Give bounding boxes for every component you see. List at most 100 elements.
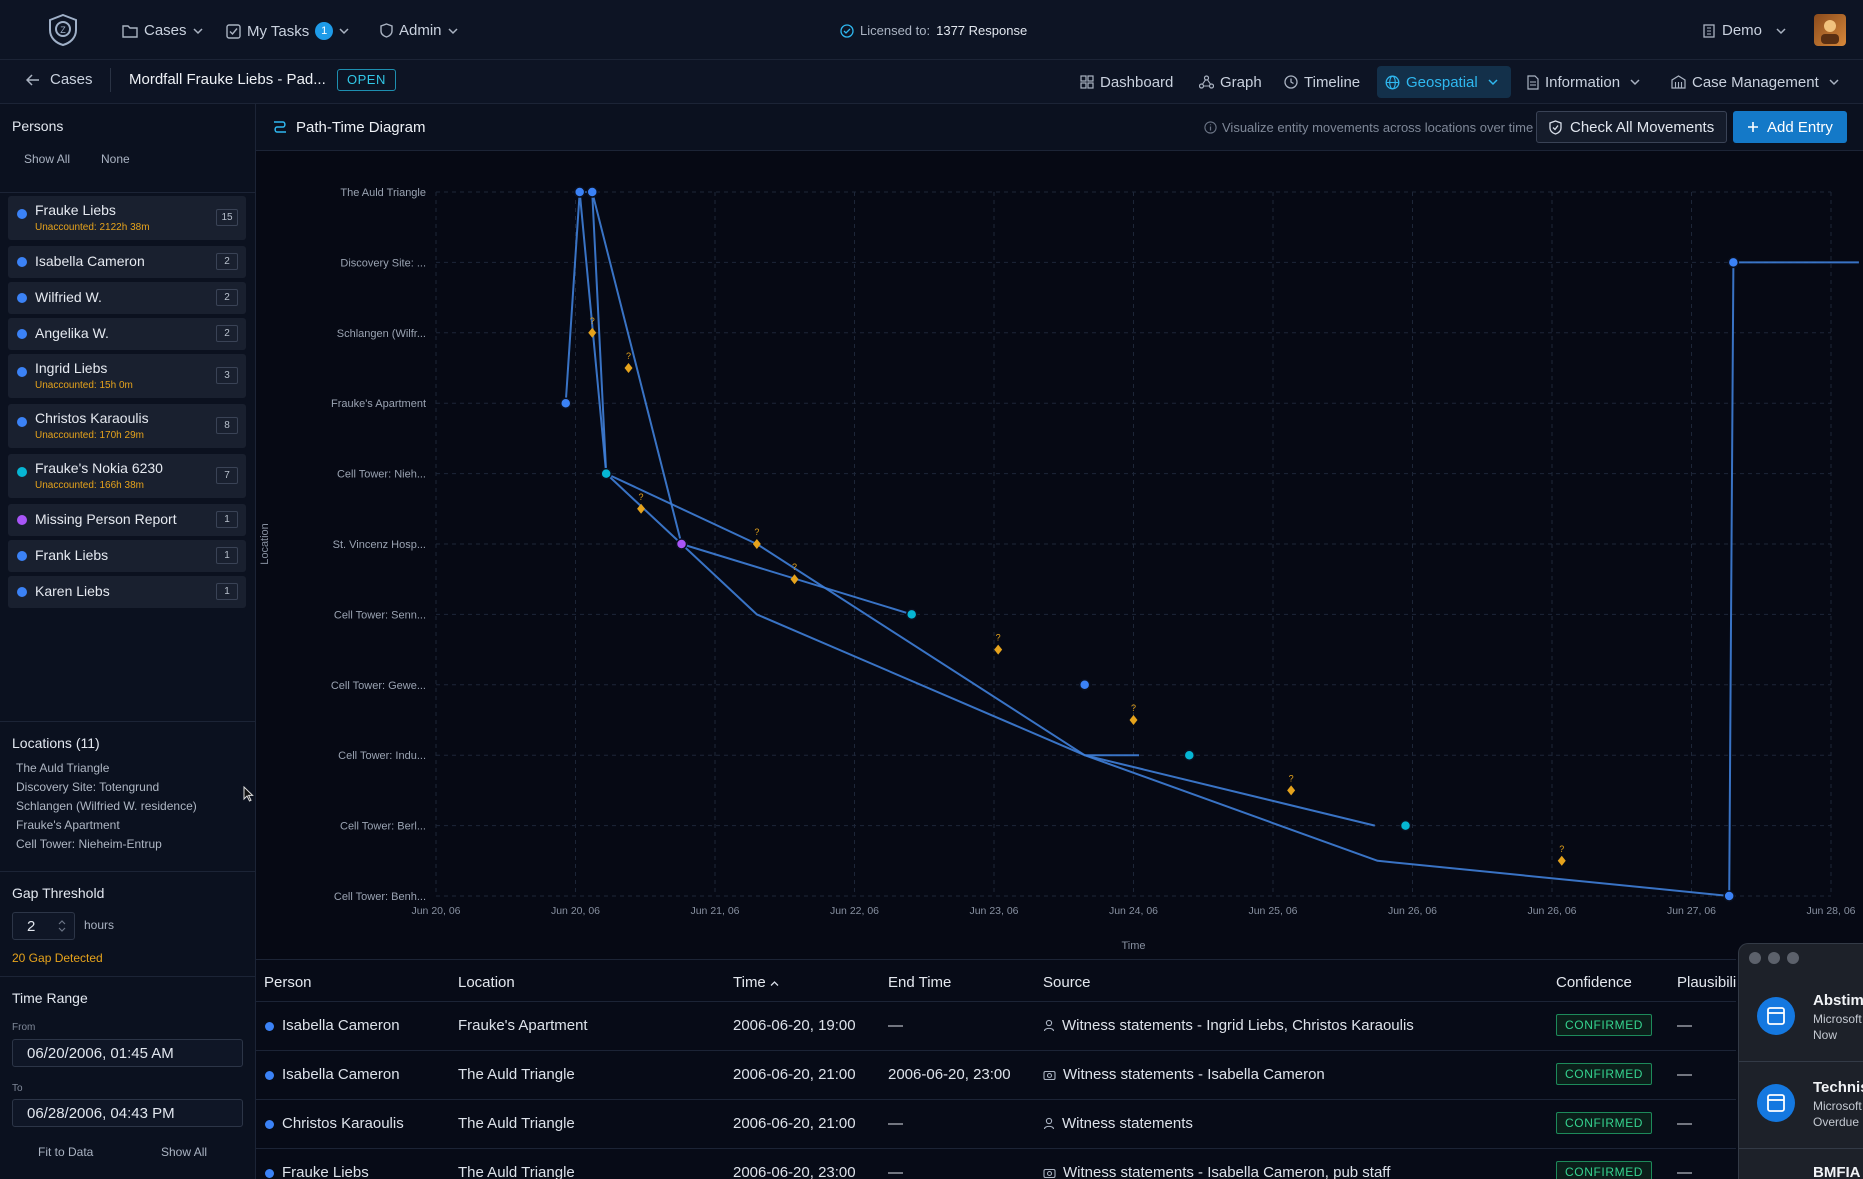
to-date-input[interactable]: 06/28/2006, 04:43 PM: [12, 1099, 243, 1127]
column-header-confidence[interactable]: Confidence: [1556, 974, 1632, 991]
column-header-time[interactable]: Time: [733, 974, 779, 991]
to-date-value: 06/28/2006, 04:43 PM: [27, 1105, 175, 1122]
person-item[interactable]: Christos Karaoulis Unaccounted: 170h 29m 8: [8, 404, 246, 448]
show-all-range-button[interactable]: Show All: [161, 1145, 208, 1159]
x-tick-label: Jun 22, 06: [830, 905, 879, 917]
location-node[interactable]: [559, 397, 572, 409]
show-all-persons-button[interactable]: Show All: [24, 152, 71, 166]
shield-icon: [380, 23, 393, 38]
nav-my-tasks[interactable]: My Tasks 1: [226, 22, 349, 40]
gap-marker[interactable]: [624, 363, 633, 373]
check-all-movements-button[interactable]: Check All Movements: [1536, 111, 1728, 143]
nav-admin[interactable]: Admin: [380, 22, 458, 39]
location-node[interactable]: [675, 538, 688, 550]
nav-cases[interactable]: Cases: [122, 22, 203, 39]
zoom-dot-icon[interactable]: [1787, 952, 1799, 964]
plus-icon: [1748, 122, 1758, 132]
location-node[interactable]: [573, 186, 586, 198]
location-node[interactable]: [1078, 679, 1091, 691]
gap-marker[interactable]: [588, 327, 597, 338]
x-tick-label: Jun 27, 06: [1667, 905, 1716, 917]
person-item[interactable]: Wilfried W. 2: [8, 282, 246, 314]
gap-marker[interactable]: [1129, 715, 1138, 725]
close-dot-icon[interactable]: [1749, 952, 1761, 964]
person-item[interactable]: Isabella Cameron 2: [8, 246, 246, 278]
table-row[interactable]: Isabella Cameron The Auld Triangle 2006-06…: [256, 1050, 1736, 1099]
from-label: From: [12, 1022, 36, 1033]
location-node[interactable]: [1399, 819, 1412, 832]
tab-graph[interactable]: Graph: [1191, 66, 1270, 98]
person-item[interactable]: Angelika W. 2: [8, 318, 246, 350]
column-header-location[interactable]: Location: [458, 974, 515, 991]
movement-path[interactable]: [1084, 754, 1376, 827]
gap-marker[interactable]: [1287, 785, 1296, 796]
confidence-badge: CONFIRMED: [1556, 1063, 1653, 1085]
person-item[interactable]: Frauke Liebs Unaccounted: 2122h 38m 15: [8, 196, 246, 240]
tab-geospatial[interactable]: Geospatial: [1377, 66, 1511, 98]
person-item[interactable]: Ingrid Liebs Unaccounted: 15h 0m 3: [8, 354, 246, 398]
table-row[interactable]: Christos Karaoulis The Auld Triangle 2006-…: [256, 1099, 1736, 1148]
tab-timeline[interactable]: Timeline: [1276, 66, 1368, 98]
status-badge: OPEN: [337, 69, 396, 91]
y-tick-label: Cell Tower: Benh...: [334, 891, 426, 903]
tab-case-management[interactable]: Case Management: [1663, 66, 1847, 98]
gap-marker[interactable]: [637, 503, 646, 514]
person-item[interactable]: Missing Person Report 1: [8, 504, 246, 536]
org-switcher[interactable]: Demo: [1702, 22, 1786, 39]
column-header-end-time[interactable]: End Time: [888, 974, 952, 991]
gap-marker[interactable]: [752, 539, 761, 549]
person-item[interactable]: Frauke's Nokia 6230 Unaccounted: 166h 38m…: [8, 454, 246, 498]
table-row[interactable]: Isabella Cameron Frauke's Apartment 2006-0…: [256, 1001, 1736, 1050]
cell-source: Witness statements - Ingrid Liebs, Chris…: [1043, 1017, 1414, 1034]
location-item[interactable]: Schlangen (Wilfried W. residence): [16, 799, 197, 813]
location-item[interactable]: Discovery Site: Totengrund: [16, 780, 160, 794]
tab-dashboard[interactable]: Dashboard: [1072, 66, 1181, 98]
minimize-dot-icon[interactable]: [1768, 952, 1780, 964]
chevron-down-icon: [193, 27, 203, 34]
location-item[interactable]: The Auld Triangle: [16, 761, 110, 775]
notification-title[interactable]: BMFIA: [1813, 1164, 1861, 1179]
chevron-down-icon: [1488, 79, 1498, 86]
column-header-source[interactable]: Source: [1043, 974, 1091, 991]
gap-marker[interactable]: [994, 644, 1003, 655]
fit-to-data-button[interactable]: Fit to Data: [38, 1145, 94, 1159]
gap-marker[interactable]: [790, 574, 799, 585]
x-tick-label: Jun 25, 06: [1248, 905, 1297, 917]
select-none-button[interactable]: None: [101, 152, 130, 166]
location-node[interactable]: [600, 467, 612, 480]
x-tick-label: Jun 23, 06: [969, 905, 1018, 917]
person-name: Angelika W.: [35, 325, 109, 341]
stepper-arrows-icon[interactable]: [58, 918, 66, 934]
person-unaccounted: Unaccounted: 2122h 38m: [35, 222, 150, 233]
person-entry-count: 15: [216, 209, 238, 226]
location-item[interactable]: Frauke's Apartment: [16, 818, 120, 832]
back-to-cases-button[interactable]: Cases: [26, 71, 93, 88]
table-row[interactable]: Frauke Liebs The Auld Triangle 2006-06-20,…: [256, 1148, 1736, 1179]
person-item[interactable]: Karen Liebs 1: [8, 576, 246, 608]
avatar[interactable]: [1814, 14, 1846, 46]
person-item[interactable]: Frank Liebs 1: [8, 540, 246, 572]
document-icon: [1527, 74, 1539, 90]
notification-title[interactable]: Abstim: [1813, 992, 1863, 1009]
location-item[interactable]: Cell Tower: Nieheim-Entrup: [16, 837, 162, 851]
location-node[interactable]: [1723, 890, 1735, 902]
location-node[interactable]: [586, 186, 598, 198]
from-date-input[interactable]: 06/20/2006, 01:45 AM: [12, 1039, 243, 1067]
movement-path[interactable]: [591, 191, 1140, 757]
gap-marker[interactable]: [1557, 855, 1566, 866]
path-time-chart[interactable]: The Auld Triangle Discovery Site: ... Schl…: [256, 151, 1863, 959]
shield-logo-icon[interactable]: Z: [48, 14, 78, 46]
location-node[interactable]: [905, 608, 918, 621]
path-time-diagram[interactable]: The Auld Triangle Discovery Site: ... Schl…: [256, 151, 1863, 959]
location-node[interactable]: [1183, 749, 1196, 761]
cell-end-time: —: [888, 1164, 903, 1179]
tab-information[interactable]: Information: [1519, 66, 1648, 98]
column-header-plausibility[interactable]: Plausibili: [1677, 974, 1737, 991]
x-tick-label: Jun 26, 06: [1388, 905, 1437, 917]
location-node[interactable]: [1727, 256, 1740, 269]
tasks-count-badge: 1: [315, 22, 334, 40]
gap-threshold-input[interactable]: 2: [12, 912, 75, 940]
add-entry-button[interactable]: Add Entry: [1733, 111, 1847, 143]
notification-title[interactable]: Technis: [1813, 1079, 1863, 1096]
column-header-person[interactable]: Person: [264, 974, 312, 991]
